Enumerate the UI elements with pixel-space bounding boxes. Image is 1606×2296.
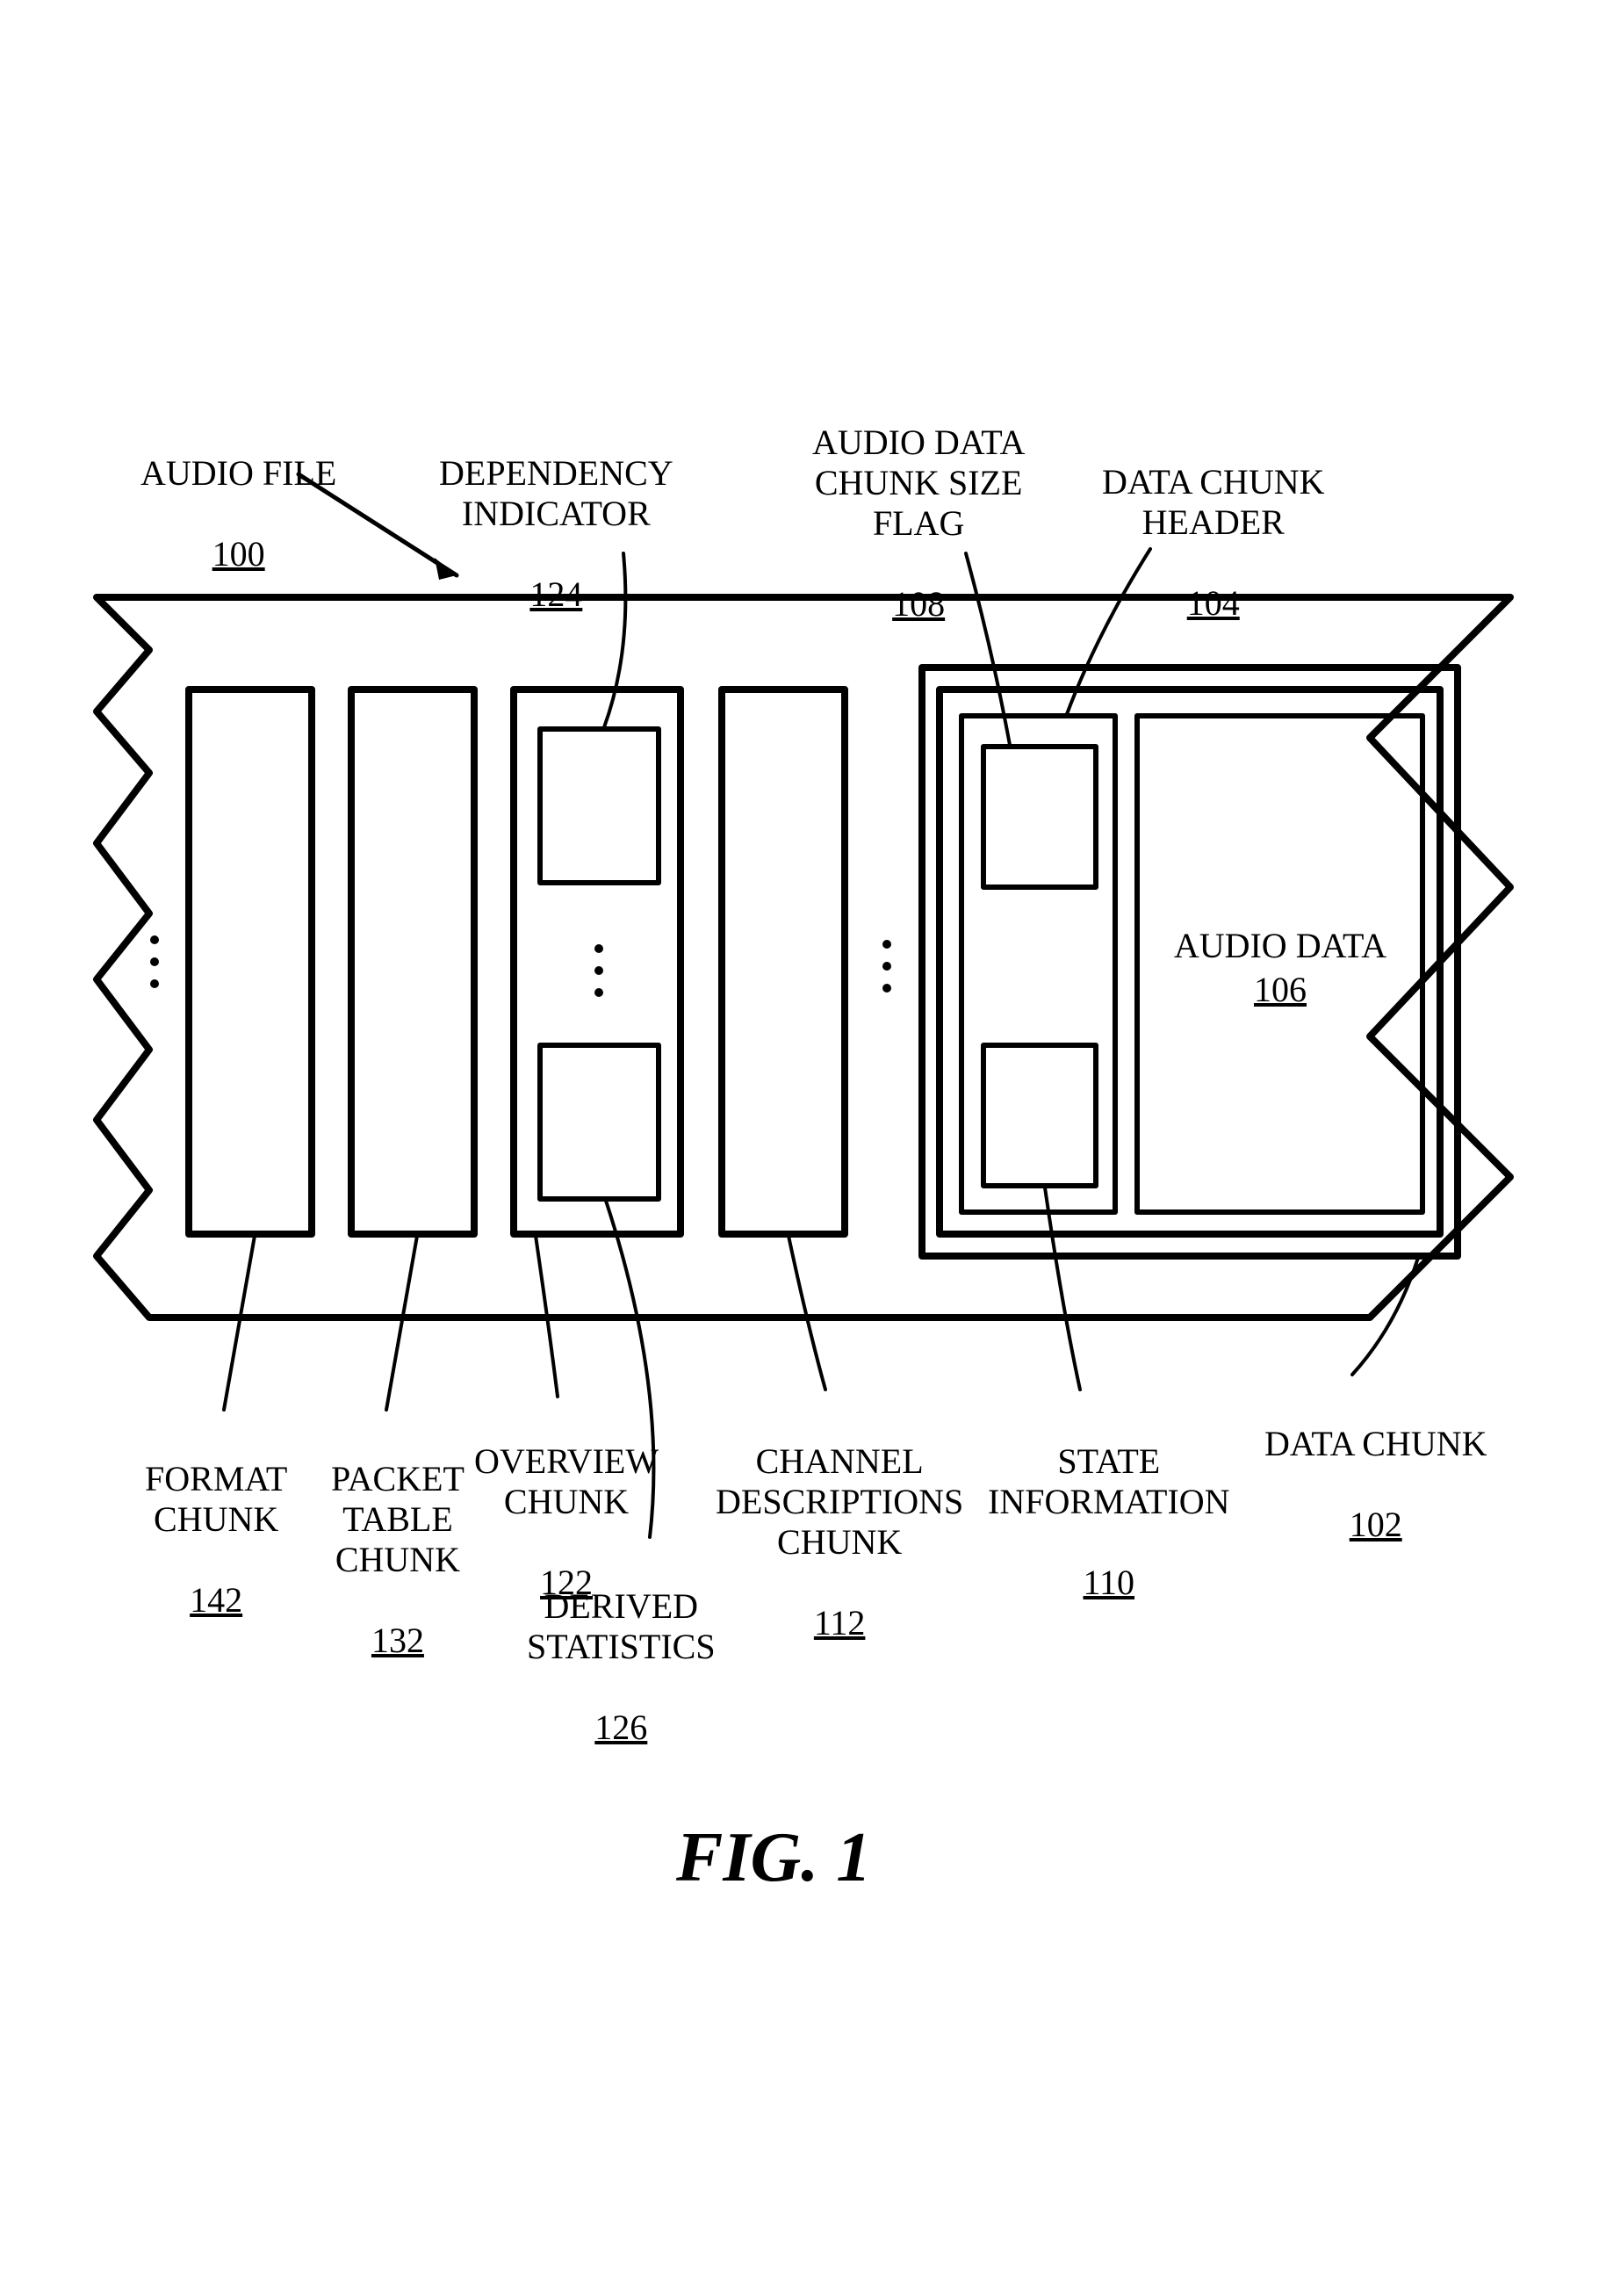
leader-state: [1045, 1188, 1080, 1390]
title-arrow: [299, 474, 457, 580]
diagram-svg: AUDIO DATA 106: [35, 35, 1571, 2261]
leader-format: [224, 1236, 255, 1410]
leader-packet: [386, 1236, 417, 1410]
diagram-page: AUDIO FILE 100 DEPENDENCY INDICATOR 124 …: [35, 35, 1571, 2261]
audio-data-text: AUDIO DATA: [1174, 926, 1386, 965]
ellipsis-mid: [882, 940, 891, 993]
leader-channel: [789, 1236, 825, 1390]
overview-chunk: [514, 690, 681, 1234]
packet-chunk-box: [351, 690, 474, 1234]
channel-chunk-box: [722, 690, 845, 1234]
leader-dependency: [604, 553, 625, 727]
leader-derived: [606, 1201, 653, 1537]
audio-data-num: 106: [1254, 970, 1307, 1009]
format-chunk-box: [189, 690, 312, 1234]
ellipsis-left: [150, 935, 159, 988]
